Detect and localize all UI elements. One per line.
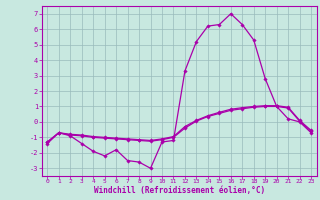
- X-axis label: Windchill (Refroidissement éolien,°C): Windchill (Refroidissement éolien,°C): [94, 186, 265, 195]
